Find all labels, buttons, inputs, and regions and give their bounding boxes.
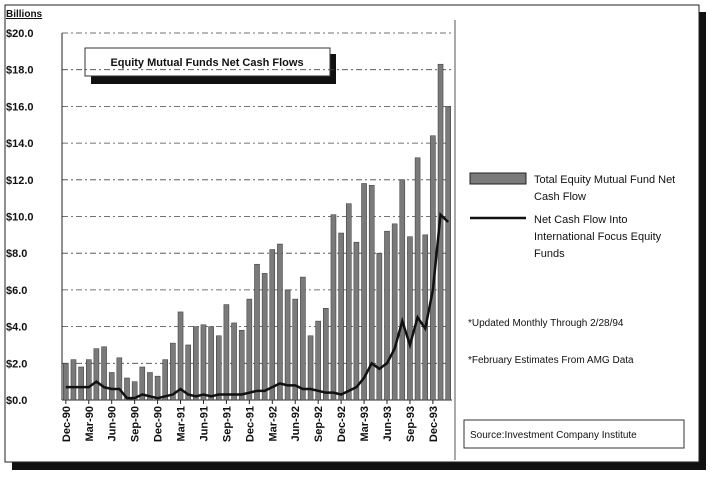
bar bbox=[338, 232, 344, 401]
bar bbox=[414, 157, 421, 401]
bar bbox=[139, 366, 146, 401]
y-tick-label: $2.0 bbox=[6, 358, 27, 370]
y-tick-label: $14.0 bbox=[6, 138, 34, 150]
x-tick-label: Mar-92 bbox=[267, 406, 279, 441]
bar bbox=[292, 298, 299, 401]
x-tick-label: Sep-91 bbox=[221, 406, 233, 442]
legend-label: Total Equity Mutual Fund Net Cash Flow bbox=[534, 174, 676, 203]
x-tick-label: Dec-93 bbox=[428, 406, 440, 442]
bar bbox=[185, 344, 191, 401]
bar bbox=[85, 359, 92, 401]
bar bbox=[231, 322, 237, 401]
bar bbox=[353, 241, 360, 401]
x-tick-label: Dec-91 bbox=[244, 406, 256, 442]
source-box bbox=[463, 419, 685, 449]
source: Source:Investment Company Institute bbox=[470, 430, 637, 441]
bar bbox=[200, 324, 207, 401]
annotation: *Updated Monthly Through 2/28/94 bbox=[468, 318, 624, 329]
y-tick-label: $10.0 bbox=[6, 212, 34, 224]
bar bbox=[277, 243, 283, 401]
legend-swatch bbox=[469, 172, 527, 185]
y-axis-label: Billions bbox=[6, 9, 43, 20]
bar bbox=[116, 357, 123, 401]
x-tick-label: Jun-91 bbox=[198, 406, 210, 441]
bar bbox=[223, 304, 230, 401]
x-tick-label: Sep-90 bbox=[130, 406, 142, 442]
y-tick-label: $6.0 bbox=[6, 285, 27, 297]
bar bbox=[70, 359, 77, 401]
bar bbox=[361, 183, 367, 401]
x-tick-label: Mar-90 bbox=[84, 406, 96, 441]
x-tick-label: Sep-93 bbox=[405, 406, 417, 442]
bar bbox=[177, 311, 184, 401]
legend-label: Net Cash Flow Into International Focus E… bbox=[534, 214, 662, 260]
bar bbox=[399, 179, 406, 401]
bar bbox=[193, 326, 199, 401]
title-box bbox=[84, 47, 331, 77]
bar bbox=[124, 377, 130, 401]
bar bbox=[215, 335, 222, 401]
y-tick-label: $20.0 bbox=[6, 28, 34, 40]
bar bbox=[284, 289, 291, 401]
bar bbox=[147, 372, 153, 401]
y-tick-label: $12.0 bbox=[6, 175, 34, 187]
bar bbox=[261, 273, 268, 401]
bar bbox=[154, 375, 161, 401]
x-tick-label: Jun-90 bbox=[107, 406, 119, 441]
bar bbox=[384, 230, 390, 401]
chart-title: Equity Mutual Funds Net Cash Flows bbox=[110, 57, 303, 69]
bar bbox=[170, 342, 176, 401]
bar bbox=[345, 203, 352, 401]
x-tick-label: Jun-93 bbox=[382, 406, 394, 441]
y-tick-label: $16.0 bbox=[6, 101, 34, 113]
x-tick-label: Dec-90 bbox=[61, 406, 73, 442]
bar bbox=[445, 106, 451, 401]
bar bbox=[376, 252, 383, 401]
x-tick-label: Dec-92 bbox=[336, 406, 348, 442]
bar bbox=[101, 346, 107, 401]
y-tick-label: $18.0 bbox=[6, 65, 34, 77]
bar bbox=[307, 335, 314, 401]
bar bbox=[238, 330, 245, 401]
bar bbox=[208, 326, 214, 401]
y-tick-label: $0.0 bbox=[6, 395, 27, 407]
bar bbox=[407, 236, 413, 401]
bar bbox=[246, 298, 253, 401]
bar bbox=[300, 276, 306, 401]
bar bbox=[63, 363, 69, 401]
bar bbox=[391, 223, 398, 401]
bar bbox=[330, 214, 337, 401]
bar bbox=[269, 249, 276, 401]
y-tick-label: $8.0 bbox=[6, 248, 27, 260]
bar bbox=[323, 308, 329, 401]
bar bbox=[254, 263, 260, 401]
annotation: *February Estimates From AMG Data bbox=[468, 355, 634, 366]
x-tick-label: Dec-90 bbox=[153, 406, 165, 442]
bar bbox=[315, 320, 321, 401]
bar bbox=[108, 372, 115, 401]
x-tick-label: Mar-93 bbox=[359, 406, 371, 441]
bar bbox=[368, 185, 375, 401]
bar bbox=[78, 366, 84, 401]
line bbox=[65, 211, 450, 400]
x-tick-label: Jun-92 bbox=[290, 406, 302, 441]
bar bbox=[162, 359, 169, 401]
bar bbox=[131, 381, 138, 401]
y-tick-label: $4.0 bbox=[6, 322, 27, 334]
bar bbox=[93, 348, 100, 401]
x-tick-label: Mar-91 bbox=[176, 406, 188, 441]
x-tick-label: Sep-92 bbox=[313, 406, 325, 442]
